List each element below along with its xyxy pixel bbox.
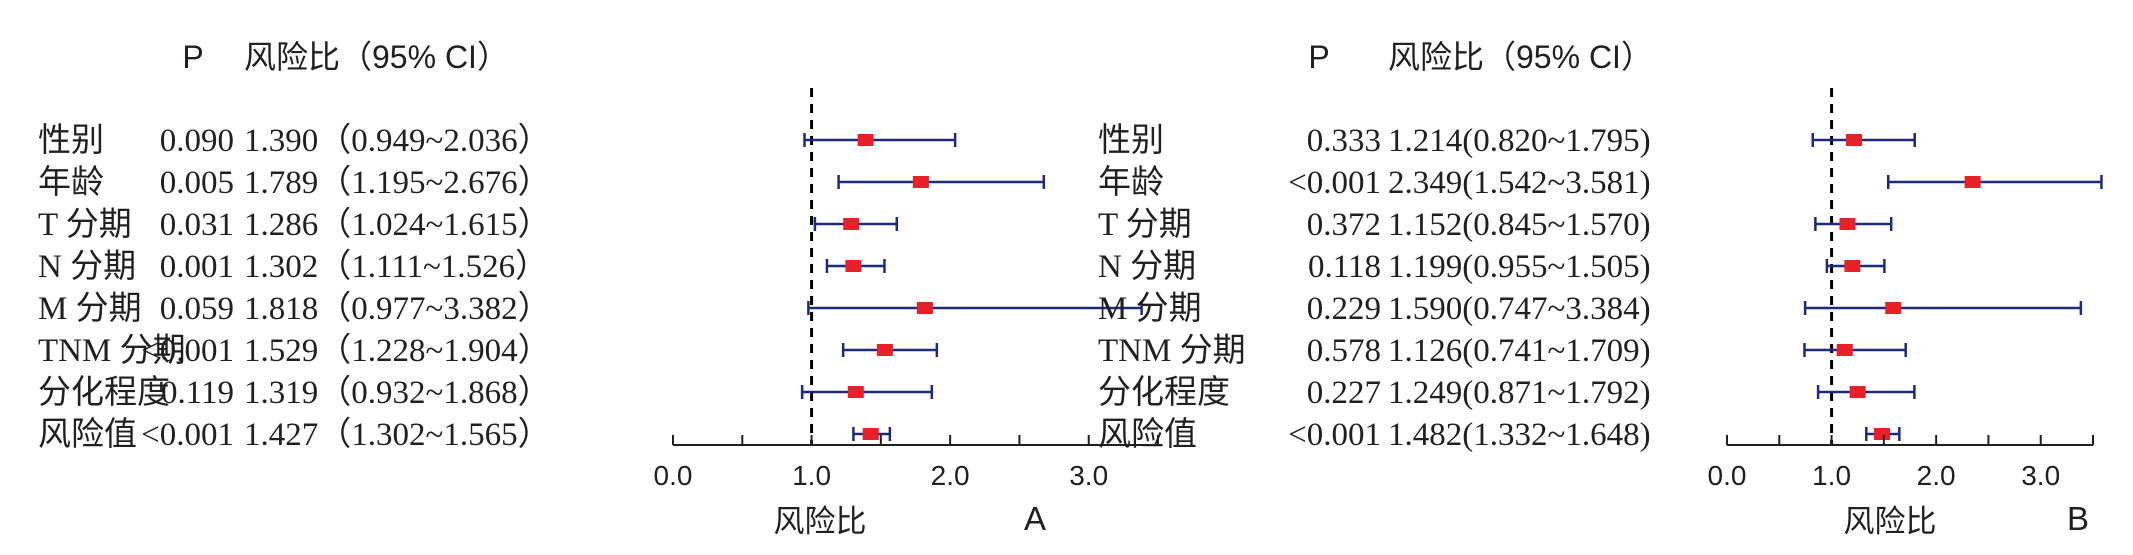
panel-label: B xyxy=(2067,500,2089,537)
x-tick-label: 1.0 xyxy=(1812,460,1851,491)
p-value: 0.227 xyxy=(1307,375,1381,411)
hr-point xyxy=(857,134,874,146)
x-tick-label: 3.0 xyxy=(1069,460,1108,491)
hr-ci-text: 1.427（1.302~1.565） xyxy=(244,417,551,453)
x-axis-label: 风险比 xyxy=(1844,504,1937,539)
p-value: <0.001 xyxy=(141,417,234,453)
hr-point xyxy=(876,344,893,356)
p-value: 0.578 xyxy=(1307,333,1381,369)
p-value: 0.005 xyxy=(160,165,234,201)
hr-ci-text: 1.286（1.024~1.615） xyxy=(244,207,551,243)
row-label: 性别 xyxy=(38,122,104,159)
row-label: TNM 分期 xyxy=(1098,333,1246,369)
row-label: T 分期 xyxy=(1098,207,1192,243)
header-hazard-ratio: 风险比（95% CI） xyxy=(1388,39,1653,75)
hr-ci-text: 1.818（0.977~3.382） xyxy=(244,291,551,327)
row-label: 年龄 xyxy=(1098,164,1164,201)
p-value: 0.001 xyxy=(160,249,234,285)
header-hazard-ratio: 风险比（95% CI） xyxy=(244,39,509,75)
hr-point xyxy=(1873,428,1890,440)
x-tick-label: 2.0 xyxy=(931,460,970,491)
p-value: 0.372 xyxy=(1307,207,1381,243)
row-label: 性别 xyxy=(1098,122,1164,159)
hr-point xyxy=(1885,302,1902,314)
p-value: 0.059 xyxy=(160,291,234,327)
hr-ci-text: 2.349(1.542~3.581) xyxy=(1388,165,1651,201)
hr-point xyxy=(916,302,933,314)
row-label: 年龄 xyxy=(38,164,104,201)
hr-point xyxy=(1844,260,1861,272)
hr-ci-text: 1.302（1.111~1.526） xyxy=(244,249,548,285)
hr-ci-text: 1.390（0.949~2.036） xyxy=(244,123,551,159)
hr-ci-text: 1.214(0.820~1.795) xyxy=(1388,123,1651,159)
hr-ci-text: 1.529（1.228~1.904） xyxy=(244,333,551,369)
hr-point xyxy=(1849,386,1866,398)
row-label: M 分期 xyxy=(1098,291,1202,327)
p-value: 0.229 xyxy=(1307,291,1381,327)
row-label: N 分期 xyxy=(38,249,136,285)
p-value: 0.333 xyxy=(1307,123,1381,159)
p-value: <0.001 xyxy=(1288,417,1381,453)
x-axis-label: 风险比 xyxy=(774,504,867,539)
hr-point xyxy=(912,176,929,188)
x-tick-label: 0.0 xyxy=(654,460,693,491)
hr-point xyxy=(862,428,879,440)
p-value: 0.118 xyxy=(1308,249,1381,285)
row-label: 风险值 xyxy=(38,416,137,453)
hr-point xyxy=(1845,134,1862,146)
hr-point xyxy=(1964,176,1981,188)
p-value: 0.119 xyxy=(161,375,234,411)
hr-ci-text: 1.319（0.932~1.868） xyxy=(244,375,551,411)
hr-point xyxy=(843,218,860,230)
row-label: N 分期 xyxy=(1098,249,1196,285)
p-value: <0.001 xyxy=(1288,165,1381,201)
x-tick-label: 0.0 xyxy=(1708,460,1747,491)
hr-ci-text: 1.590(0.747~3.384) xyxy=(1388,291,1651,327)
hr-point xyxy=(1839,218,1856,230)
row-label: 分化程度 xyxy=(38,374,170,411)
hr-point xyxy=(1836,344,1853,356)
row-label: T 分期 xyxy=(38,207,132,243)
hr-ci-text: 1.249(0.871~1.792) xyxy=(1388,375,1651,411)
header-p: P xyxy=(182,39,203,75)
x-tick-label: 1.0 xyxy=(792,460,831,491)
hr-ci-text: 1.152(0.845~1.570) xyxy=(1388,207,1651,243)
hr-ci-text: 1.199(0.955~1.505) xyxy=(1388,249,1651,285)
hr-ci-text: 1.789（1.195~2.676） xyxy=(244,165,551,201)
x-tick-label: 3.0 xyxy=(2021,460,2060,491)
x-tick-label: 2.0 xyxy=(1917,460,1956,491)
row-label: 风险值 xyxy=(1098,416,1197,453)
row-label: M 分期 xyxy=(38,291,142,327)
header-p: P xyxy=(1308,39,1329,75)
hr-point xyxy=(847,386,864,398)
hr-ci-text: 1.126(0.741~1.709) xyxy=(1388,333,1651,369)
p-value: 0.031 xyxy=(160,207,234,243)
row-label: 分化程度 xyxy=(1098,374,1230,411)
p-value: 0.090 xyxy=(160,123,234,159)
p-value: <0.001 xyxy=(141,333,234,369)
row-label: TNM 分期 xyxy=(38,333,186,369)
hr-point xyxy=(845,260,862,272)
panel-label: A xyxy=(1024,500,1046,537)
hr-ci-text: 1.482(1.332~1.648) xyxy=(1388,417,1651,453)
